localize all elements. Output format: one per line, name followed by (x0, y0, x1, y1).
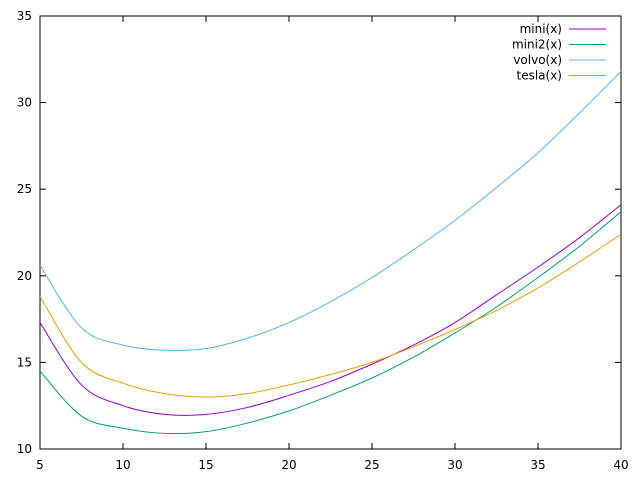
y-tick-label: 10 (17, 442, 32, 456)
legend: mini(x) mini2(x)volvo(x) tesla(x) (512, 22, 606, 83)
x-tick-label: 35 (530, 458, 545, 472)
x-tick-label: 20 (281, 458, 296, 472)
series-line-teslax (39, 233, 622, 398)
x-tick-label: 40 (613, 458, 628, 472)
y-tick-label: 15 (17, 355, 32, 369)
x-tick-label: 10 (115, 458, 130, 472)
legend-label-volvox: volvo(x) (513, 53, 562, 67)
legend-label-teslax: tesla(x) (517, 69, 563, 83)
plot-frame (39, 15, 622, 450)
x-tick-label: 30 (447, 458, 462, 472)
y-tick-label: 20 (17, 269, 32, 283)
axis-ticks: 5 10 15 20 25 30 35 40 10 15 20 25 30 35 (17, 9, 629, 472)
series-line-mini2x (39, 211, 622, 435)
series-line-volvox (39, 71, 622, 352)
legend-label-minix: mini(x) (520, 22, 562, 36)
y-tick-label: 25 (17, 182, 32, 196)
series-line-minix (39, 204, 622, 416)
legend-label-mini2x: mini2(x) (512, 38, 562, 52)
x-tick-label: 15 (198, 458, 213, 472)
y-tick-label: 30 (17, 96, 32, 110)
x-tick-label: 5 (36, 458, 44, 472)
series-layer (39, 71, 622, 435)
y-tick-label: 35 (17, 9, 32, 23)
x-tick-label: 25 (364, 458, 379, 472)
